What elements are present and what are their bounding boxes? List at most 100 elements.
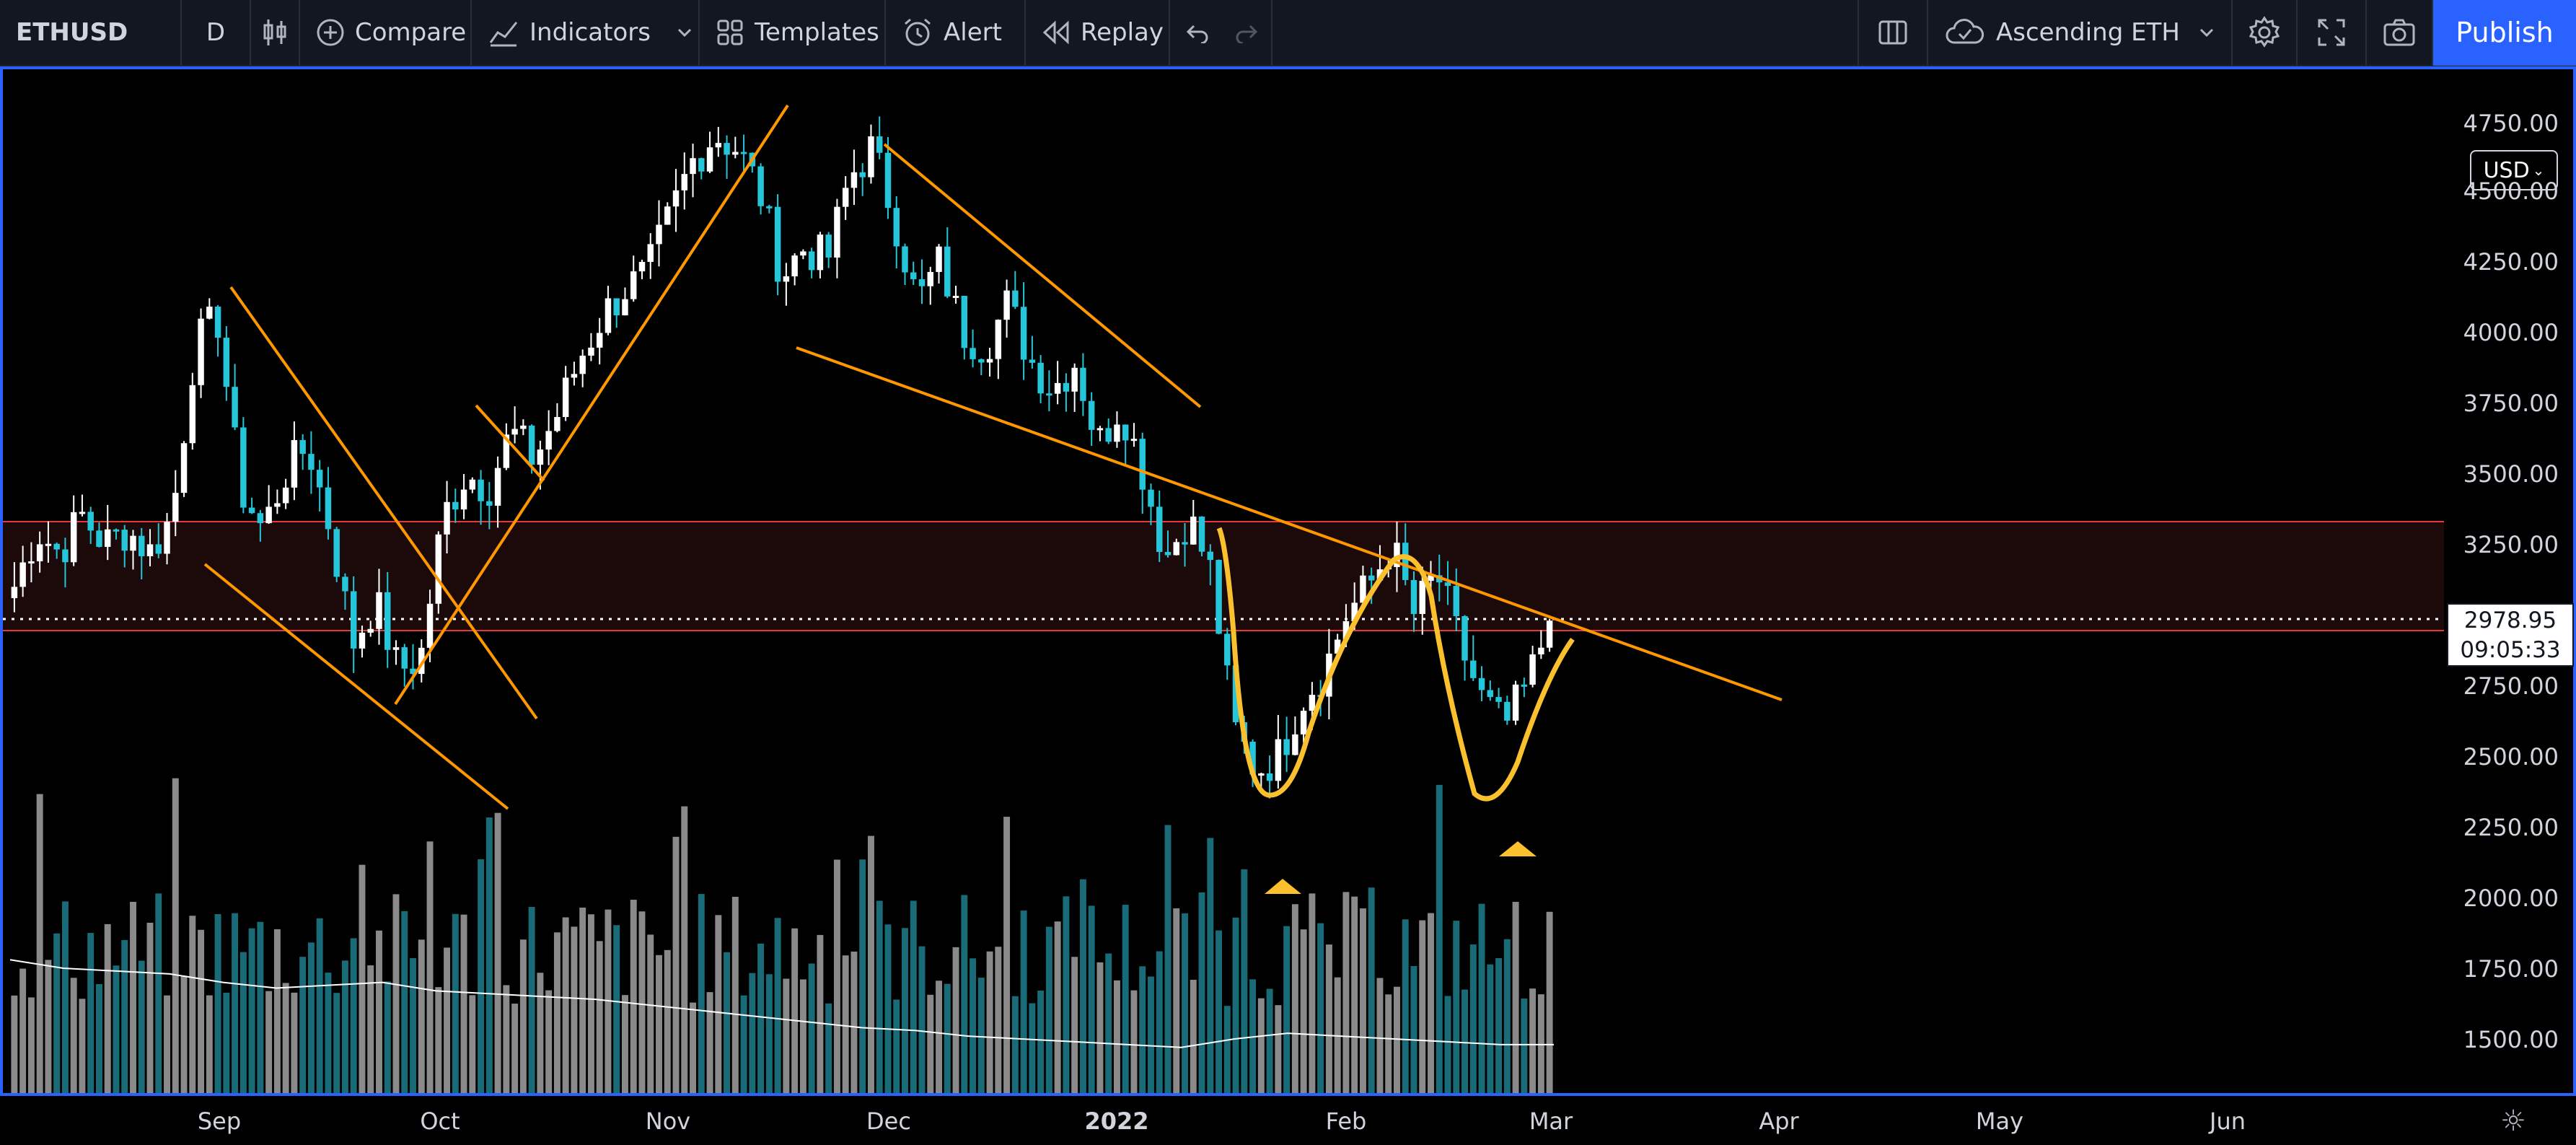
volume-bar	[783, 978, 790, 1093]
candle-body	[1368, 575, 1375, 581]
volume-bar	[986, 951, 993, 1093]
templates-button[interactable]: Templates	[700, 0, 886, 66]
volume-bar	[630, 900, 637, 1093]
compare-button[interactable]: Compare	[300, 0, 472, 66]
layout-button[interactable]	[1859, 0, 1928, 66]
candle-body	[1182, 542, 1188, 545]
volume-bar	[1342, 892, 1350, 1093]
settings-button[interactable]	[2233, 0, 2298, 66]
volume-bar	[146, 922, 154, 1093]
candle-body	[944, 246, 951, 297]
interval-button[interactable]: D	[182, 0, 251, 66]
candle-body	[1470, 660, 1477, 678]
time-axis[interactable]: Sep Oct Nov Dec 2022 Feb Mar Apr May Jun ☼	[0, 1096, 2576, 1145]
price-label: 4000.00	[2463, 319, 2559, 346]
snapshot-button[interactable]	[2367, 0, 2433, 66]
candle-body	[1198, 517, 1205, 552]
volume-bar	[545, 990, 553, 1093]
volume-bar	[1063, 896, 1070, 1093]
trendline-wedge-upper	[229, 286, 538, 720]
candle-body	[62, 549, 69, 563]
candle-body	[79, 512, 86, 514]
candle-body	[1232, 665, 1239, 723]
candle-body	[189, 385, 196, 444]
volume-bar	[1113, 980, 1120, 1093]
redo-button[interactable]	[1223, 0, 1272, 66]
candle-body	[672, 190, 680, 207]
volume-bar	[1079, 879, 1086, 1093]
candle-body	[214, 307, 221, 338]
undo-button[interactable]	[1170, 0, 1223, 66]
publish-button[interactable]: Publish	[2433, 0, 2576, 66]
volume-bar	[452, 913, 459, 1093]
candle-body	[316, 470, 323, 488]
candle-body	[1063, 382, 1070, 392]
candle-body	[622, 299, 628, 316]
symbol-search[interactable]: ETHUSD	[0, 0, 182, 66]
volume-bar	[724, 952, 731, 1093]
currency-selector[interactable]: USD ⌄	[2470, 150, 2558, 190]
replay-button[interactable]: Replay	[1026, 0, 1170, 66]
volume-bar	[519, 939, 527, 1093]
candle-body	[1504, 701, 1511, 721]
candle-body	[995, 320, 1002, 359]
save-layout-button[interactable]: Ascending ETH	[1928, 0, 2233, 66]
candle-body	[139, 535, 145, 556]
fullscreen-button[interactable]	[2298, 0, 2367, 66]
candle-body	[596, 333, 603, 348]
candle-body	[359, 632, 366, 649]
top-toolbar: ETHUSD D Compare Indicators Templates Al…	[0, 0, 2576, 66]
candle-body	[562, 377, 569, 417]
volume-bar	[936, 981, 942, 1093]
candle-body	[367, 628, 374, 633]
candle-body	[842, 188, 849, 207]
candle-body	[265, 506, 272, 524]
candle-body	[774, 206, 781, 282]
volume-bar	[418, 939, 425, 1093]
volume-bar	[1394, 986, 1400, 1093]
volume-bar	[1241, 869, 1248, 1093]
volume-bar	[1045, 926, 1052, 1093]
volume-bar	[1478, 903, 1485, 1093]
volume-bar	[485, 817, 493, 1093]
volume-bar	[825, 1003, 832, 1093]
candle-body	[1529, 654, 1536, 685]
volume-bar	[672, 836, 680, 1093]
bottom-marker-2	[1499, 841, 1537, 856]
volume-bar	[1487, 964, 1494, 1093]
volume-bar	[1402, 919, 1409, 1093]
candle-body	[1487, 690, 1494, 698]
candle-body	[180, 443, 188, 493]
volume-bar	[647, 934, 654, 1093]
volume-bar	[1444, 996, 1451, 1093]
axis-settings-icon[interactable]: ☼	[2500, 1105, 2526, 1138]
candle-body	[1275, 739, 1282, 781]
candle-body	[902, 246, 908, 273]
candle-body	[1495, 697, 1502, 702]
volume-bar	[1300, 929, 1307, 1093]
volume-bar	[511, 1004, 519, 1093]
volume-bar	[367, 965, 374, 1093]
candle-body	[571, 374, 578, 378]
candle-body	[146, 544, 154, 556]
volume-bar	[1037, 990, 1045, 1093]
chart-type-button[interactable]	[251, 0, 300, 66]
candle-body	[1410, 579, 1417, 614]
price-label: 3750.00	[2463, 390, 2559, 417]
alert-button[interactable]: Alert	[886, 0, 1026, 66]
volume-bar	[359, 864, 366, 1093]
volume-bar	[1156, 951, 1163, 1093]
candle-body	[630, 271, 637, 299]
price-label: 3250.00	[2463, 531, 2559, 558]
alarm-clock-icon	[902, 17, 933, 48]
volume-bar	[1223, 1006, 1231, 1093]
volume-bar	[1011, 996, 1019, 1093]
candle-body	[681, 174, 688, 190]
candle-body	[1164, 551, 1171, 556]
volume-bar	[731, 896, 739, 1093]
indicators-button[interactable]: Indicators	[472, 0, 700, 66]
volume-bar	[715, 915, 722, 1093]
candle-body	[808, 251, 815, 271]
volume-bar	[1325, 944, 1332, 1093]
chart-pane[interactable]: USD ⌄ 4750.00 4500.00 4250.00 4000.00 3750.00…	[0, 66, 2576, 1096]
